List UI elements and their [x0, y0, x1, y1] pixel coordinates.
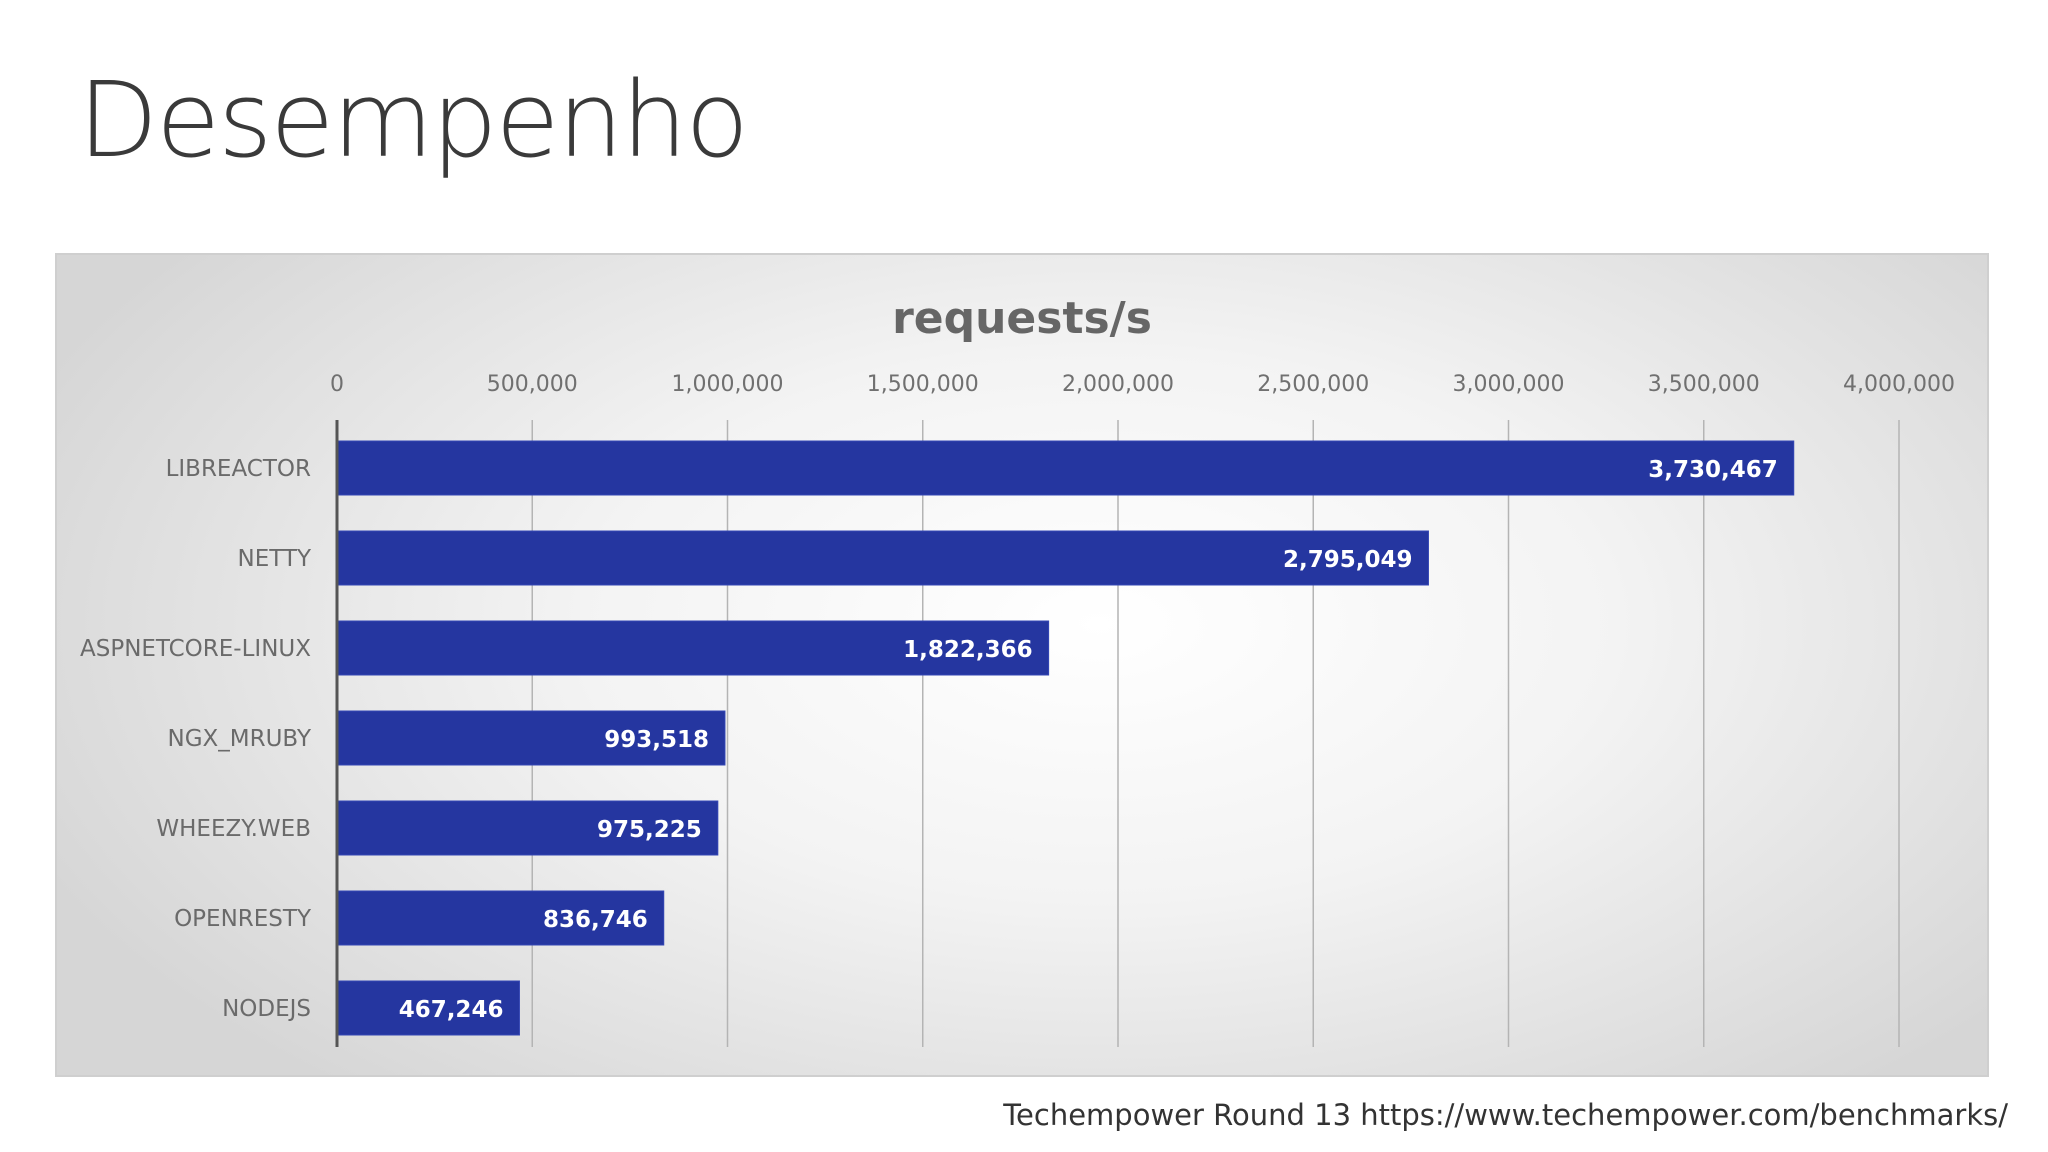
bar-value-label: 2,795,049 [1283, 547, 1413, 573]
bar [336, 440, 1795, 496]
source-note: Techempower Round 13 https://www.techemp… [1003, 1098, 2008, 1132]
grid-lines [531, 420, 1900, 1047]
bar-group: 836,746 [336, 890, 665, 946]
x-tick-label: 2,000,000 [1062, 372, 1174, 397]
bar-value-label: 975,225 [597, 817, 702, 843]
slide-title: Desempenho [78, 59, 749, 181]
bar [336, 800, 719, 856]
x-tick-label: 3,500,000 [1648, 372, 1760, 397]
x-tick-label: 0 [330, 372, 344, 397]
x-tick-label: 1,500,000 [867, 372, 979, 397]
bar-value-label: 467,246 [399, 997, 504, 1023]
category-labels: LIBREACTOR NETTY ASPNETCORE-LINUX NGX_MRUBY… [80, 456, 312, 1022]
category-label: ASPNETCORE-LINUX [80, 636, 311, 662]
category-label: LIBREACTOR [166, 456, 311, 482]
category-label: OPENRESTY [174, 906, 312, 932]
bar [336, 530, 1429, 586]
category-label: NETTY [238, 546, 312, 572]
bar-value-label: 1,822,366 [903, 637, 1033, 663]
x-tick-labels: 0 500,000 1,000,000 1,500,000 2,000,000 2,500… [330, 372, 1955, 397]
chart-title: requests/s [892, 293, 1152, 344]
bar [336, 710, 726, 766]
bar-value-label: 3,730,467 [1648, 457, 1778, 483]
bar [336, 980, 520, 1036]
x-tick-label: 2,500,000 [1257, 372, 1369, 397]
bar-group: 975,225 [336, 800, 719, 856]
category-label: WHEEZY.WEB [156, 816, 311, 842]
bar-group: 467,246 [336, 980, 520, 1036]
x-tick-label: 4,000,000 [1843, 372, 1955, 397]
bar-value-label: 836,746 [543, 907, 648, 933]
bars: 3,730,467 2,795,049 1,822,366 993,518 975,22… [336, 440, 1795, 1036]
category-label: NGX_MRUBY [167, 726, 311, 752]
bar-group: 2,795,049 [336, 530, 1429, 586]
bar-group: 993,518 [336, 710, 726, 766]
bar-group: 1,822,366 [336, 620, 1050, 676]
bar-value-label: 993,518 [604, 727, 709, 753]
bar-group: 3,730,467 [336, 440, 1795, 496]
chart-panel: 0 500,000 1,000,000 1,500,000 2,000,000 2,500… [55, 253, 1989, 1077]
category-label: NODEJS [222, 996, 311, 1022]
x-tick-label: 1,000,000 [672, 372, 784, 397]
bar [336, 890, 665, 946]
x-tick-label: 500,000 [487, 372, 578, 397]
bar-chart: 0 500,000 1,000,000 1,500,000 2,000,000 2,500… [80, 293, 1955, 1047]
x-tick-label: 3,000,000 [1453, 372, 1565, 397]
